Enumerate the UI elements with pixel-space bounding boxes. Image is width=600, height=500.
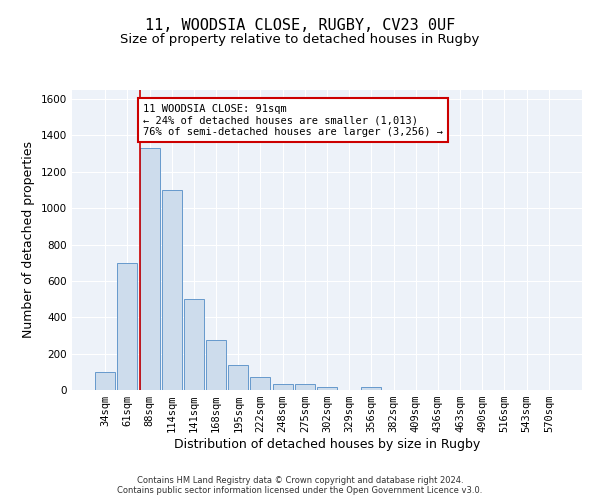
Bar [361, 388, 382, 390]
Text: Size of property relative to detached houses in Rugby: Size of property relative to detached ho… [121, 32, 479, 46]
Bar [250, 378, 271, 390]
Bar [184, 299, 204, 390]
Y-axis label: Number of detached properties: Number of detached properties [22, 142, 35, 338]
Text: Contains HM Land Registry data © Crown copyright and database right 2024.
Contai: Contains HM Land Registry data © Crown c… [118, 476, 482, 495]
Text: 11 WOODSIA CLOSE: 91sqm
← 24% of detached houses are smaller (1,013)
76% of semi: 11 WOODSIA CLOSE: 91sqm ← 24% of detache… [143, 104, 443, 137]
Bar [140, 148, 160, 390]
Bar [95, 372, 115, 390]
Text: 11, WOODSIA CLOSE, RUGBY, CV23 0UF: 11, WOODSIA CLOSE, RUGBY, CV23 0UF [145, 18, 455, 32]
Bar [118, 262, 137, 390]
Bar [228, 366, 248, 390]
X-axis label: Distribution of detached houses by size in Rugby: Distribution of detached houses by size … [174, 438, 480, 451]
Bar [206, 340, 226, 390]
Bar [272, 384, 293, 390]
Bar [162, 190, 182, 390]
Bar [295, 384, 315, 390]
Bar [317, 388, 337, 390]
